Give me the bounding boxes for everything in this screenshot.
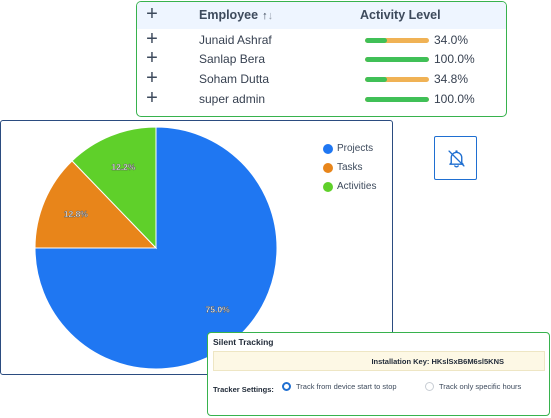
pie-chart: 75.0% 12.8% 12.2% [34,126,278,370]
activity-percent: 100.0% [434,52,475,66]
activity-percent: 34.0% [434,33,469,47]
activity-bar [365,97,429,102]
activity-bar [365,57,429,62]
legend-label: Projects [337,143,374,154]
legend-dot [323,162,333,173]
radio-button[interactable] [425,382,434,391]
pie-slice-label: 12.2% [111,162,136,172]
legend-dot [323,181,333,192]
legend-item-activities[interactable]: Activities [323,177,376,196]
chart-legend: Projects Tasks Activities [323,139,376,196]
sort-arrows-icon[interactable]: ↑↓ [262,10,274,22]
table-row: + Junaid Ashraf 34.0% [137,28,506,52]
activity-bar [365,38,429,43]
activity-bar-fill [365,77,388,82]
panel-title: Silent Tracking [213,337,274,347]
activity-bar-fill [365,57,429,62]
activity-percent: 100.0% [434,92,475,106]
radio-track-device-start-stop[interactable]: Track from device start to stop [282,382,397,391]
table-row: + Soham Dutta 34.8% [137,67,506,91]
installation-key-box: Installation Key: HKslSxB6M6sl5KNS [213,351,545,371]
legend-dot [323,143,333,154]
activity-bar [365,77,429,82]
expand-row-plus-icon[interactable]: + [146,47,158,69]
legend-item-projects[interactable]: Projects [323,139,376,158]
activity-bar-fill [365,38,387,43]
table-row: + Sanlap Bera 100.0% [137,47,506,71]
pie-slice-tasks[interactable] [34,160,158,249]
table-row: + super admin 100.0% [137,87,506,111]
employee-name: Sanlap Bera [199,52,266,66]
radio-track-specific-hours[interactable]: Track only specific hours [425,382,521,391]
notifications-off-button[interactable] [434,136,477,180]
legend-item-tasks[interactable]: Tasks [323,158,376,177]
radio-label: Track only specific hours [439,382,522,391]
employee-name: Soham Dutta [199,72,270,86]
table-header: + Employee ↑↓ Activity Level [137,2,506,29]
expand-all-plus-icon[interactable]: + [146,3,158,25]
employee-activity-table: + Employee ↑↓ Activity Level + Junaid Ash… [136,1,507,117]
activity-bar-fill [365,97,429,102]
legend-label: Activities [337,181,377,192]
employee-name: Junaid Ashraf [199,33,272,47]
tracker-settings-label: Tracker Settings: [213,385,274,394]
pie-slice-label: 75.0% [206,305,231,315]
radio-label: Track from device start to stop [296,382,397,391]
employee-name: super admin [199,92,266,106]
column-header-employee[interactable]: Employee ↑↓ [199,8,274,22]
column-header-activity-level: Activity Level [360,8,441,22]
installation-key: Installation Key: HKslSxB6M6sl5KNS [371,357,504,366]
expand-row-plus-icon[interactable]: + [146,67,158,89]
activity-pie-chart-card: 75.0% 12.8% 12.2% Projects Tasks Activitie… [0,120,393,375]
radio-button-checked[interactable] [282,382,291,391]
expand-row-plus-icon[interactable]: + [146,87,158,109]
legend-label: Tasks [337,162,363,173]
silent-tracking-panel: Silent Tracking Installation Key: HKslSx… [207,332,550,416]
activity-percent: 34.8% [434,72,469,86]
bell-off-icon [448,150,465,168]
expand-row-plus-icon[interactable]: + [146,28,158,50]
pie-slice-activities[interactable] [71,126,157,250]
pie-slice-label: 12.8% [64,209,89,219]
